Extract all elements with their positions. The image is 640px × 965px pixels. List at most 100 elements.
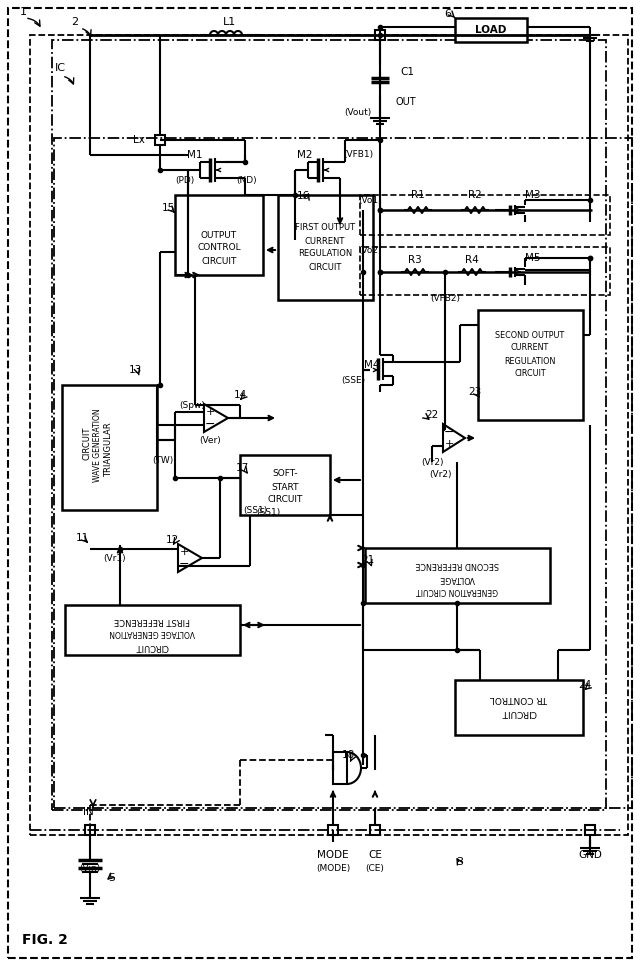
Text: 3: 3 <box>456 857 463 867</box>
Text: (SS1): (SS1) <box>243 506 267 514</box>
Text: TR CONTROL: TR CONTROL <box>490 694 548 703</box>
Bar <box>62 385 157 510</box>
Text: 21: 21 <box>362 555 374 565</box>
Text: (TW): (TW) <box>152 455 173 464</box>
Text: IN: IN <box>83 807 93 817</box>
Text: 15: 15 <box>161 203 175 213</box>
Text: R3: R3 <box>408 255 422 265</box>
Text: FIRST REFERENCE: FIRST REFERENCE <box>114 616 190 624</box>
Text: R4: R4 <box>465 255 479 265</box>
Text: −: − <box>179 558 189 570</box>
Bar <box>455 680 583 735</box>
Text: (Vo2): (Vo2) <box>358 245 381 255</box>
Text: 2: 2 <box>72 17 79 27</box>
Text: +: + <box>179 547 189 557</box>
Text: 22: 22 <box>426 410 438 420</box>
Text: 5: 5 <box>109 873 115 883</box>
Text: OUTPUT: OUTPUT <box>201 231 237 239</box>
Text: R2: R2 <box>468 190 482 200</box>
Text: M1: M1 <box>188 150 203 160</box>
Text: CIRCUIT: CIRCUIT <box>308 262 342 271</box>
Text: M3: M3 <box>525 190 541 200</box>
Bar <box>278 195 373 300</box>
Bar <box>360 195 610 235</box>
Text: VOLTAGE: VOLTAGE <box>439 573 475 583</box>
Text: +: + <box>444 439 454 449</box>
Text: (Vin): (Vin) <box>79 864 100 872</box>
Text: 12: 12 <box>165 535 179 545</box>
Text: (Vr2): (Vr2) <box>420 457 444 466</box>
Text: WAVE GENERATION: WAVE GENERATION <box>93 408 102 482</box>
Text: START: START <box>271 482 299 491</box>
Text: (SSE): (SSE) <box>341 375 365 384</box>
Text: GND: GND <box>578 850 602 860</box>
Text: (Vr1): (Vr1) <box>104 554 126 563</box>
Text: SECOND REFERENCE: SECOND REFERENCE <box>415 561 499 569</box>
Text: C1: C1 <box>400 67 414 77</box>
Bar <box>585 825 595 835</box>
Bar <box>328 825 338 835</box>
Text: GENERATION CIRCUIT: GENERATION CIRCUIT <box>416 587 498 595</box>
Text: +: + <box>205 407 214 417</box>
Text: (Vo1): (Vo1) <box>358 196 381 205</box>
Text: 11: 11 <box>76 533 88 543</box>
Text: 24: 24 <box>579 680 591 690</box>
Bar <box>155 135 165 145</box>
Text: CIRCUIT: CIRCUIT <box>135 642 169 650</box>
Text: OUT: OUT <box>395 97 415 107</box>
Bar <box>30 35 628 835</box>
Text: CIRCUIT: CIRCUIT <box>501 707 537 716</box>
Text: M2: M2 <box>297 150 313 160</box>
Bar <box>360 247 610 295</box>
Text: L1: L1 <box>223 17 237 27</box>
Text: CIRCUIT: CIRCUIT <box>83 427 92 459</box>
Bar <box>240 455 330 515</box>
Text: CE: CE <box>368 850 382 860</box>
Text: M5: M5 <box>525 253 541 263</box>
Text: Lx: Lx <box>133 135 145 145</box>
Text: (CE): (CE) <box>365 864 385 872</box>
Text: (Ver): (Ver) <box>199 435 221 445</box>
Bar <box>175 195 263 275</box>
Text: (Spw): (Spw) <box>179 400 205 409</box>
Text: FIRST OUTPUT: FIRST OUTPUT <box>295 224 355 233</box>
Text: (Vout): (Vout) <box>344 107 372 117</box>
Text: MODE: MODE <box>317 850 349 860</box>
Text: 23: 23 <box>468 387 482 397</box>
Bar <box>52 40 606 810</box>
Bar <box>333 752 347 784</box>
Text: CURRENT: CURRENT <box>511 344 549 352</box>
Text: CONTROL: CONTROL <box>197 243 241 253</box>
Text: (SS1): (SS1) <box>256 508 280 516</box>
Text: 18: 18 <box>341 750 355 760</box>
Bar <box>478 310 583 420</box>
Bar <box>85 825 95 835</box>
Text: CIRCUIT: CIRCUIT <box>202 257 237 265</box>
Text: 17: 17 <box>236 463 248 473</box>
Text: TRIANGULAR: TRIANGULAR <box>104 423 113 478</box>
Text: −: − <box>444 426 454 438</box>
Text: CURRENT: CURRENT <box>305 236 345 245</box>
Text: SECOND OUTPUT: SECOND OUTPUT <box>495 330 564 340</box>
Text: 13: 13 <box>129 365 141 375</box>
Text: (VFB1): (VFB1) <box>343 151 373 159</box>
Bar <box>370 825 380 835</box>
Text: (ND): (ND) <box>237 176 257 184</box>
Text: FIG. 2: FIG. 2 <box>22 933 68 947</box>
Text: (VFB2): (VFB2) <box>430 293 460 302</box>
Text: 14: 14 <box>234 390 246 400</box>
Text: SOFT-: SOFT- <box>272 470 298 479</box>
Text: 16: 16 <box>296 191 310 201</box>
Text: R1: R1 <box>411 190 425 200</box>
Text: CIRCUIT: CIRCUIT <box>514 370 546 378</box>
Bar <box>54 138 632 808</box>
Text: 1: 1 <box>20 7 27 17</box>
Text: −: − <box>205 418 215 430</box>
Bar <box>365 548 550 603</box>
Text: LOAD: LOAD <box>476 25 507 35</box>
Text: IC: IC <box>55 63 66 73</box>
Text: M4: M4 <box>364 360 380 370</box>
Text: REGULATION: REGULATION <box>504 356 556 366</box>
Bar <box>455 18 527 42</box>
Text: VOLTAGE GENERATION: VOLTAGE GENERATION <box>109 628 195 638</box>
